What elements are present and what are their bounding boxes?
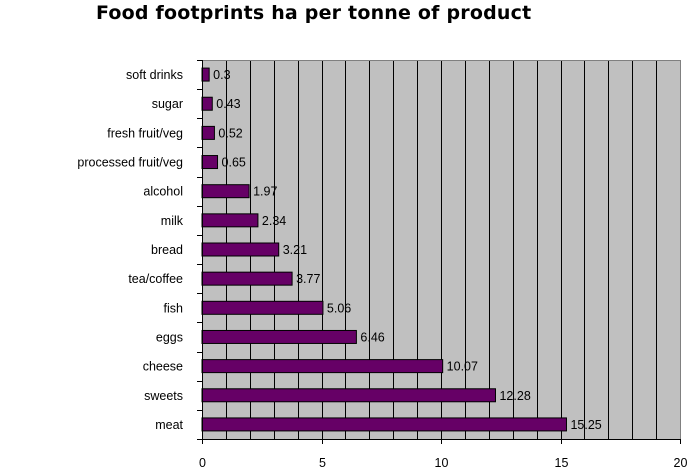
data-label: 3.21 — [283, 243, 307, 257]
bar — [201, 271, 293, 286]
category-label: bread — [151, 243, 183, 257]
data-label: 0.43 — [216, 97, 240, 111]
chart-title: Food footprints ha per tonne of product — [96, 2, 532, 24]
category-label: sugar — [152, 97, 183, 111]
bar — [201, 184, 250, 199]
category-label: processed fruit/veg — [77, 156, 183, 170]
data-label: 15.25 — [570, 418, 601, 432]
x-tick-label: 20 — [674, 456, 688, 470]
category-label: cheese — [143, 360, 183, 374]
bar — [201, 96, 213, 111]
data-label: 10.07 — [447, 360, 478, 374]
bar — [201, 300, 324, 315]
data-label: 1.97 — [253, 185, 277, 199]
category-label: meat — [155, 418, 183, 432]
data-label: 0.3 — [213, 68, 230, 82]
category-label: fish — [164, 301, 184, 315]
category-label: tea/coffee — [128, 272, 183, 286]
data-label: 5.06 — [327, 301, 351, 315]
data-label: 12.28 — [499, 389, 530, 403]
category-label: soft drinks — [126, 68, 183, 82]
bar — [201, 329, 357, 344]
x-tick-label: 10 — [435, 456, 449, 470]
bar — [201, 67, 210, 82]
category-label: sweets — [144, 389, 183, 403]
data-label: 2.34 — [262, 214, 286, 228]
bar — [201, 125, 215, 140]
bar — [201, 155, 219, 170]
data-label: 0.52 — [218, 126, 242, 140]
bar — [201, 388, 496, 403]
category-label: alcohol — [143, 185, 183, 199]
category-label: milk — [161, 214, 184, 228]
data-label: 6.46 — [360, 330, 384, 344]
bar — [201, 359, 444, 374]
x-tick-label: 15 — [555, 456, 569, 470]
bar — [201, 242, 280, 257]
category-label: eggs — [156, 330, 183, 344]
x-tick-label: 5 — [319, 456, 326, 470]
data-label: 0.65 — [222, 156, 246, 170]
bar — [201, 213, 259, 228]
bar — [201, 417, 567, 432]
x-tick-label: 0 — [199, 456, 206, 470]
data-label: 3.77 — [296, 272, 320, 286]
category-label: fresh fruit/veg — [107, 126, 183, 140]
